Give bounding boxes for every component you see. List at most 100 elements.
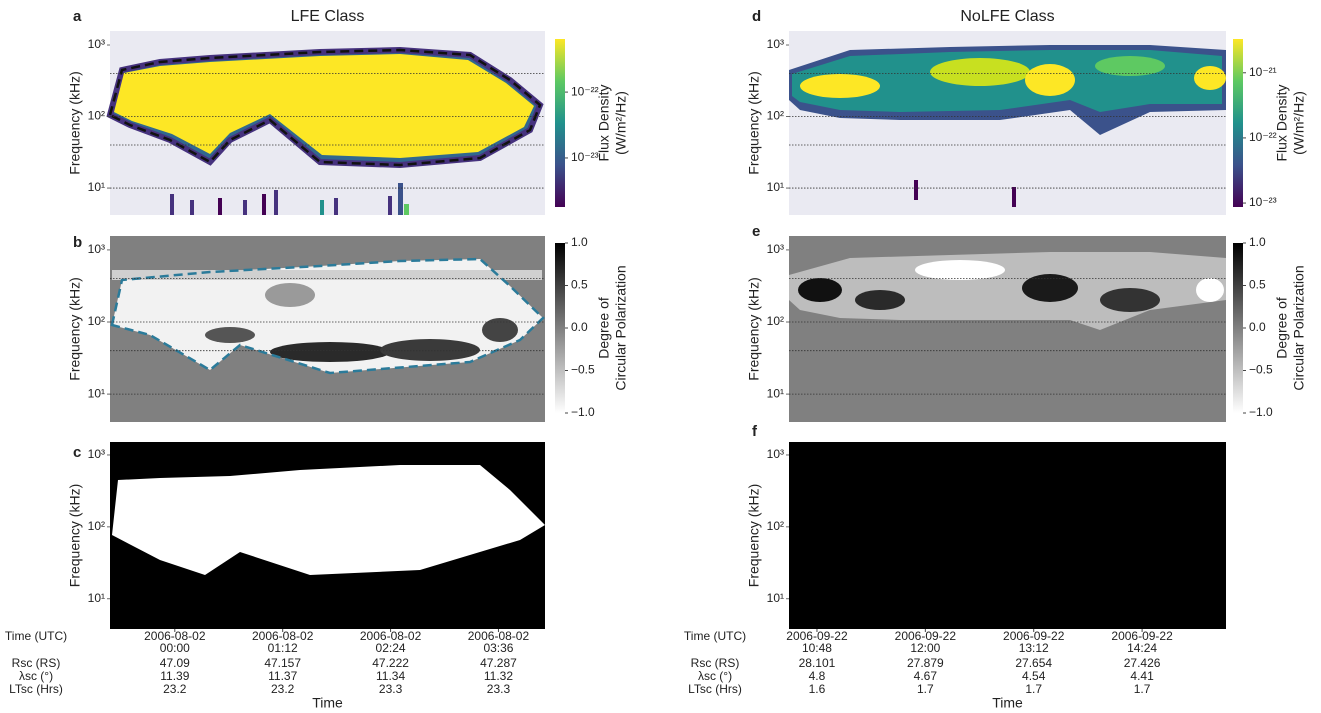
y-tick-label: 10¹ xyxy=(767,386,784,400)
x-tick-label: 2006-09-22 xyxy=(786,629,848,643)
spectrogram-region xyxy=(112,465,545,575)
x-table-row-label: λsc (°) xyxy=(698,669,732,683)
colorbar-label: Flux Density xyxy=(596,84,612,161)
x-tick-label: 1.6 xyxy=(809,682,826,696)
y-tick-label: 10³ xyxy=(88,37,105,51)
y-tick-label: 10³ xyxy=(767,37,784,51)
spectrogram-region xyxy=(1100,288,1160,312)
y-tick-label: 10³ xyxy=(767,447,784,461)
panel xyxy=(110,236,545,422)
x-tick-label: 03:36 xyxy=(483,641,513,655)
spectrogram-region xyxy=(798,278,842,302)
x-tick-label: 2006-08-02 xyxy=(468,629,530,643)
x-tick-label: 02:24 xyxy=(376,641,406,655)
panel xyxy=(789,236,1226,422)
x-tick-label: 4.54 xyxy=(1022,669,1046,683)
spectrogram-region xyxy=(855,290,905,310)
colorbar xyxy=(555,243,565,413)
colorbar-tick-label: −1.0 xyxy=(1249,405,1273,419)
colorbar-tick-label: 0.0 xyxy=(1249,320,1266,334)
spectrogram-region xyxy=(915,260,1005,280)
colorbar-tick-label: 10⁻²² xyxy=(571,84,599,98)
colorbar-tick-label: 1.0 xyxy=(571,235,588,249)
spectrogram-region xyxy=(398,183,403,215)
x-tick-label: 27.879 xyxy=(907,656,944,670)
spectrogram-region xyxy=(1022,274,1078,302)
spectrogram-region xyxy=(112,270,542,280)
spectrogram-region xyxy=(190,200,194,215)
colorbar-tick-label: 10⁻²² xyxy=(1249,130,1277,144)
x-tick-label: 11.34 xyxy=(376,669,405,683)
x-tick-label: 23.2 xyxy=(271,682,295,696)
x-tick-label: 2006-08-02 xyxy=(360,629,422,643)
x-tick-label: 4.8 xyxy=(809,669,826,683)
colorbar-tick-label: −0.5 xyxy=(571,363,595,377)
colorbar-tick-label: 0.5 xyxy=(571,278,588,292)
x-tick-label: 1.7 xyxy=(1134,682,1151,696)
x-tick-label: 23.2 xyxy=(163,682,187,696)
y-tick-label: 10² xyxy=(767,314,784,328)
y-tick-label: 10² xyxy=(88,109,105,123)
colorbar-label: Degree of xyxy=(1274,297,1290,359)
spectrogram-region xyxy=(334,198,338,215)
y-tick-label: 10¹ xyxy=(88,386,105,400)
spectrogram-region xyxy=(218,198,222,215)
spectrogram-region xyxy=(404,204,409,215)
spectrogram-region xyxy=(1025,64,1075,96)
x-tick-label: 2006-08-02 xyxy=(252,629,314,643)
y-axis-label: Frequency (kHz) xyxy=(746,277,762,380)
spectrogram-region xyxy=(1196,278,1224,302)
colorbar-label: (W/m²/Hz) xyxy=(613,91,629,155)
x-table-row-label: Time (UTC) xyxy=(5,629,67,643)
spectrogram-region xyxy=(274,190,278,215)
y-tick-label: 10² xyxy=(767,109,784,123)
y-tick-label: 10¹ xyxy=(88,591,105,605)
x-tick-label: 4.41 xyxy=(1130,669,1154,683)
spectrogram-region xyxy=(265,283,315,307)
x-tick-label: 47.157 xyxy=(264,656,301,670)
y-axis-label: Frequency (kHz) xyxy=(746,484,762,587)
x-axis-label: Time xyxy=(992,695,1023,711)
x-tick-label: 4.67 xyxy=(914,669,938,683)
panel-title: NoLFE Class xyxy=(960,8,1054,25)
spectrogram-region xyxy=(789,442,1226,629)
colorbar xyxy=(555,39,565,207)
colorbar-label: Degree of xyxy=(596,297,612,359)
x-tick-label: 12:00 xyxy=(910,641,940,655)
x-tick-label: 2006-08-02 xyxy=(144,629,206,643)
colorbar-label: (W/m²/Hz) xyxy=(1291,91,1307,155)
x-tick-label: 47.222 xyxy=(372,656,409,670)
spectrogram-region xyxy=(320,200,324,215)
x-table-row-label: Rsc (RS) xyxy=(12,656,61,670)
colorbar-label: Circular Polarization xyxy=(613,265,629,390)
y-axis-label: Frequency (kHz) xyxy=(67,71,83,174)
colorbar xyxy=(1233,39,1243,207)
spectrogram-region xyxy=(243,200,247,215)
panel xyxy=(789,442,1226,629)
y-tick-label: 10¹ xyxy=(88,180,105,194)
panel xyxy=(110,442,545,629)
x-tick-label: 11.32 xyxy=(484,669,513,683)
y-tick-label: 10³ xyxy=(767,242,784,256)
colorbar-tick-label: 10⁻²³ xyxy=(1249,195,1277,209)
spectrogram-region xyxy=(270,342,390,362)
x-tick-label: 2006-09-22 xyxy=(1111,629,1173,643)
panel-letter: c xyxy=(73,444,81,461)
y-axis-label: Frequency (kHz) xyxy=(67,484,83,587)
spectrogram-region xyxy=(262,194,266,215)
spectrogram-region xyxy=(114,54,534,158)
panel-letter: a xyxy=(73,8,82,25)
colorbar-tick-label: 1.0 xyxy=(1249,235,1266,249)
x-tick-label: 01:12 xyxy=(268,641,298,655)
panel-letter: e xyxy=(752,223,760,240)
x-tick-label: 27.426 xyxy=(1124,656,1161,670)
y-axis-label: Frequency (kHz) xyxy=(746,71,762,174)
x-tick-label: 28.101 xyxy=(799,656,836,670)
x-tick-label: 27.654 xyxy=(1015,656,1052,670)
y-tick-label: 10³ xyxy=(88,447,105,461)
x-tick-label: 11.37 xyxy=(268,669,297,683)
spectrogram-region xyxy=(205,327,255,343)
x-tick-label: 00:00 xyxy=(160,641,190,655)
x-tick-label: 11.39 xyxy=(160,669,189,683)
